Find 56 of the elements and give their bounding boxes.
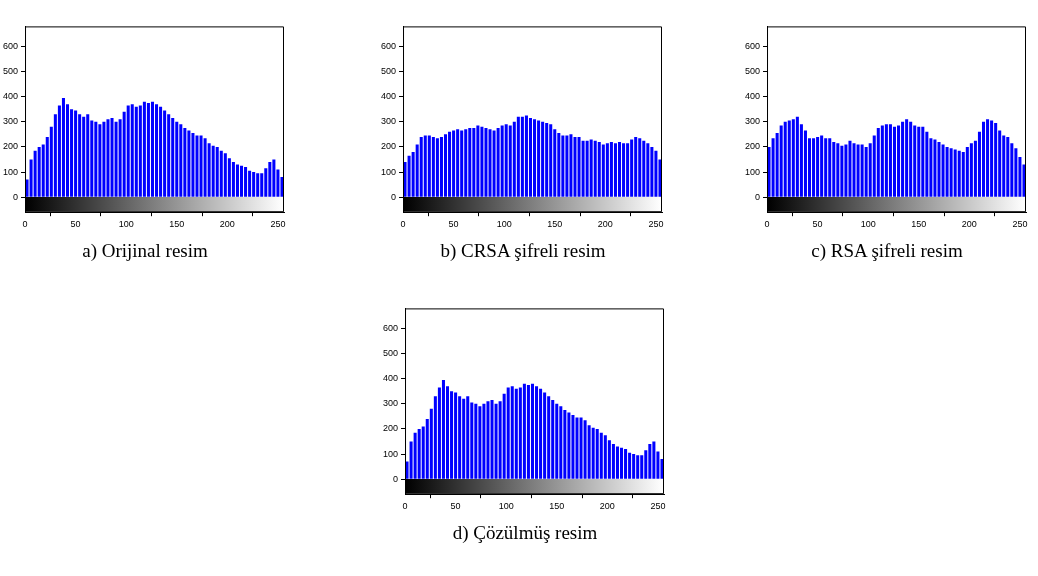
y-tick-label: 0 [755, 191, 761, 202]
y-tick-label: 600 [382, 322, 399, 333]
y-tick-label: 500 [380, 66, 397, 77]
x-tick-label: 150 [549, 501, 565, 512]
y-tick-label: 300 [380, 116, 397, 127]
y-tick-label: 0 [13, 191, 19, 202]
x-tick-label: 200 [219, 219, 235, 230]
text: c) RSA şifreli resim [810, 240, 964, 262]
x-tick-label: 100 [860, 219, 876, 230]
text: b) CRSA şifreli resim [439, 240, 607, 262]
y-tick-label: 200 [2, 141, 19, 152]
y-tick-label: 300 [2, 116, 19, 127]
y-tick-label: 500 [744, 66, 761, 77]
x-tick-label: 150 [169, 219, 185, 230]
y-tick-label: 0 [393, 473, 399, 484]
x-tick-label: 250 [270, 219, 286, 230]
y-tick-label: 400 [380, 91, 397, 102]
x-tick-label: 100 [498, 501, 514, 512]
y-tick-label: 300 [382, 398, 399, 409]
x-tick-label: 200 [597, 219, 613, 230]
y-tick-label: 100 [380, 166, 397, 177]
x-tick-label: 250 [650, 501, 666, 512]
x-tick-label: 250 [648, 219, 664, 230]
x-tick-label: 0 [22, 219, 28, 230]
x-tick-label: 200 [599, 501, 615, 512]
y-tick-label: 600 [2, 40, 19, 51]
y-tick-label: 500 [2, 66, 19, 77]
x-tick-label: 50 [450, 501, 461, 512]
y-tick-label: 500 [382, 348, 399, 359]
y-tick-label: 100 [2, 166, 19, 177]
x-tick-label: 0 [400, 219, 406, 230]
y-tick-label: 100 [744, 166, 761, 177]
text: a) Orijinal resim [81, 240, 209, 262]
x-tick-label: 250 [1012, 219, 1028, 230]
y-tick-label: 200 [380, 141, 397, 152]
x-tick-label: 50 [812, 219, 823, 230]
x-tick-label: 50 [448, 219, 459, 230]
x-tick-label: 150 [911, 219, 927, 230]
x-tick-label: 100 [118, 219, 134, 230]
y-tick-label: 400 [382, 373, 399, 384]
y-tick-label: 200 [382, 423, 399, 434]
y-tick-label: 600 [380, 40, 397, 51]
y-tick-label: 400 [744, 91, 761, 102]
x-tick-label: 100 [496, 219, 512, 230]
x-tick-label: 50 [70, 219, 81, 230]
y-tick-label: 600 [744, 40, 761, 51]
x-tick-label: 0 [764, 219, 770, 230]
y-tick-label: 400 [2, 91, 19, 102]
y-tick-label: 100 [382, 448, 399, 459]
y-tick-label: 200 [744, 141, 761, 152]
x-tick-label: 0 [402, 501, 408, 512]
x-tick-label: 150 [547, 219, 563, 230]
y-tick-label: 300 [744, 116, 761, 127]
x-tick-label: 200 [961, 219, 977, 230]
y-tick-label: 0 [391, 191, 397, 202]
text: d) Çözülmüş resim [451, 522, 599, 544]
